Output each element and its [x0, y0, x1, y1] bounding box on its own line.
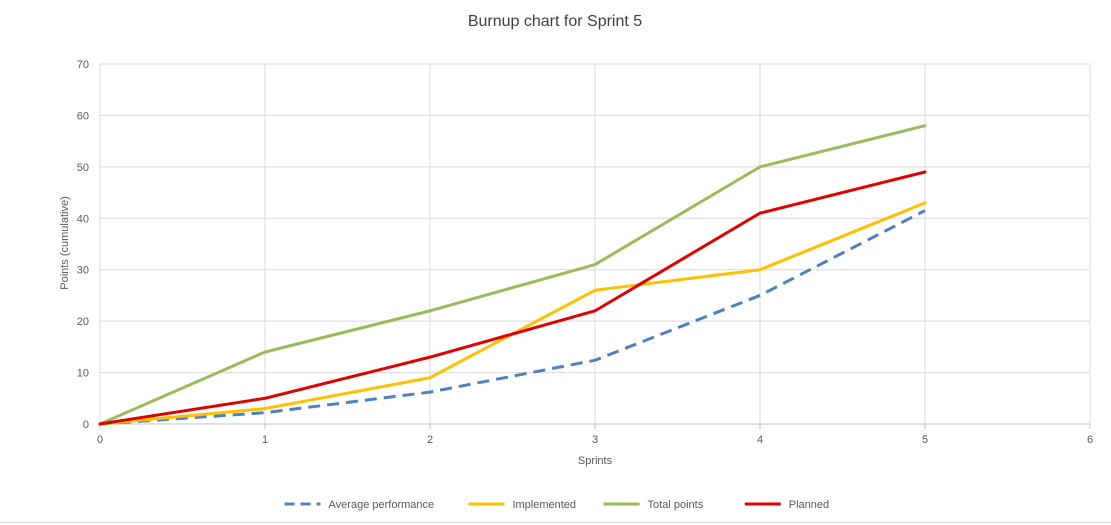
- y-tick-label: 40: [77, 213, 89, 225]
- series-line-total-points: [98, 124, 927, 426]
- y-tick-label: 60: [77, 110, 89, 122]
- legend-label: Implemented: [512, 499, 576, 511]
- y-tick-label: 0: [83, 419, 89, 431]
- axes: 0 10 20 30 40 50 60 70 0 1 2 3 4 5 6: [77, 59, 1093, 446]
- legend: Average performance Implemented Total poin…: [284, 499, 829, 511]
- legend-item: Total points: [603, 499, 704, 511]
- x-tick-label: 3: [592, 434, 598, 446]
- legend-label: Average performance: [329, 499, 435, 511]
- legend-item: Planned: [744, 499, 829, 511]
- legend-item: Average performance: [284, 499, 435, 511]
- x-axis-title: Sprints: [578, 455, 613, 467]
- bottom-divider: [0, 522, 1111, 523]
- y-tick-label: 50: [77, 162, 89, 174]
- legend-item: Implemented: [468, 499, 576, 511]
- y-axis-title: Points (cumulative): [59, 196, 71, 290]
- x-tick-label: 6: [1087, 434, 1093, 446]
- y-tick-label: 30: [77, 265, 89, 277]
- gridlines: [100, 63, 1091, 424]
- series-line-average-performance: [99, 209, 926, 426]
- chart-title: Burnup chart for Sprint 5: [468, 13, 642, 30]
- x-tick-label: 4: [757, 434, 763, 446]
- y-tick-label: 10: [77, 368, 89, 380]
- series-lines: [98, 124, 927, 426]
- legend-label: Planned: [789, 499, 829, 511]
- series-line-implemented: [98, 201, 927, 426]
- x-tick-label: 1: [262, 434, 268, 446]
- x-tick-label: 5: [922, 434, 928, 446]
- x-tick-label: 2: [427, 434, 433, 446]
- y-tick-label: 70: [77, 59, 89, 71]
- x-tick-label: 0: [97, 434, 103, 446]
- series-line-planned: [98, 170, 927, 426]
- legend-label: Total points: [648, 499, 704, 511]
- y-tick-label: 20: [77, 316, 89, 328]
